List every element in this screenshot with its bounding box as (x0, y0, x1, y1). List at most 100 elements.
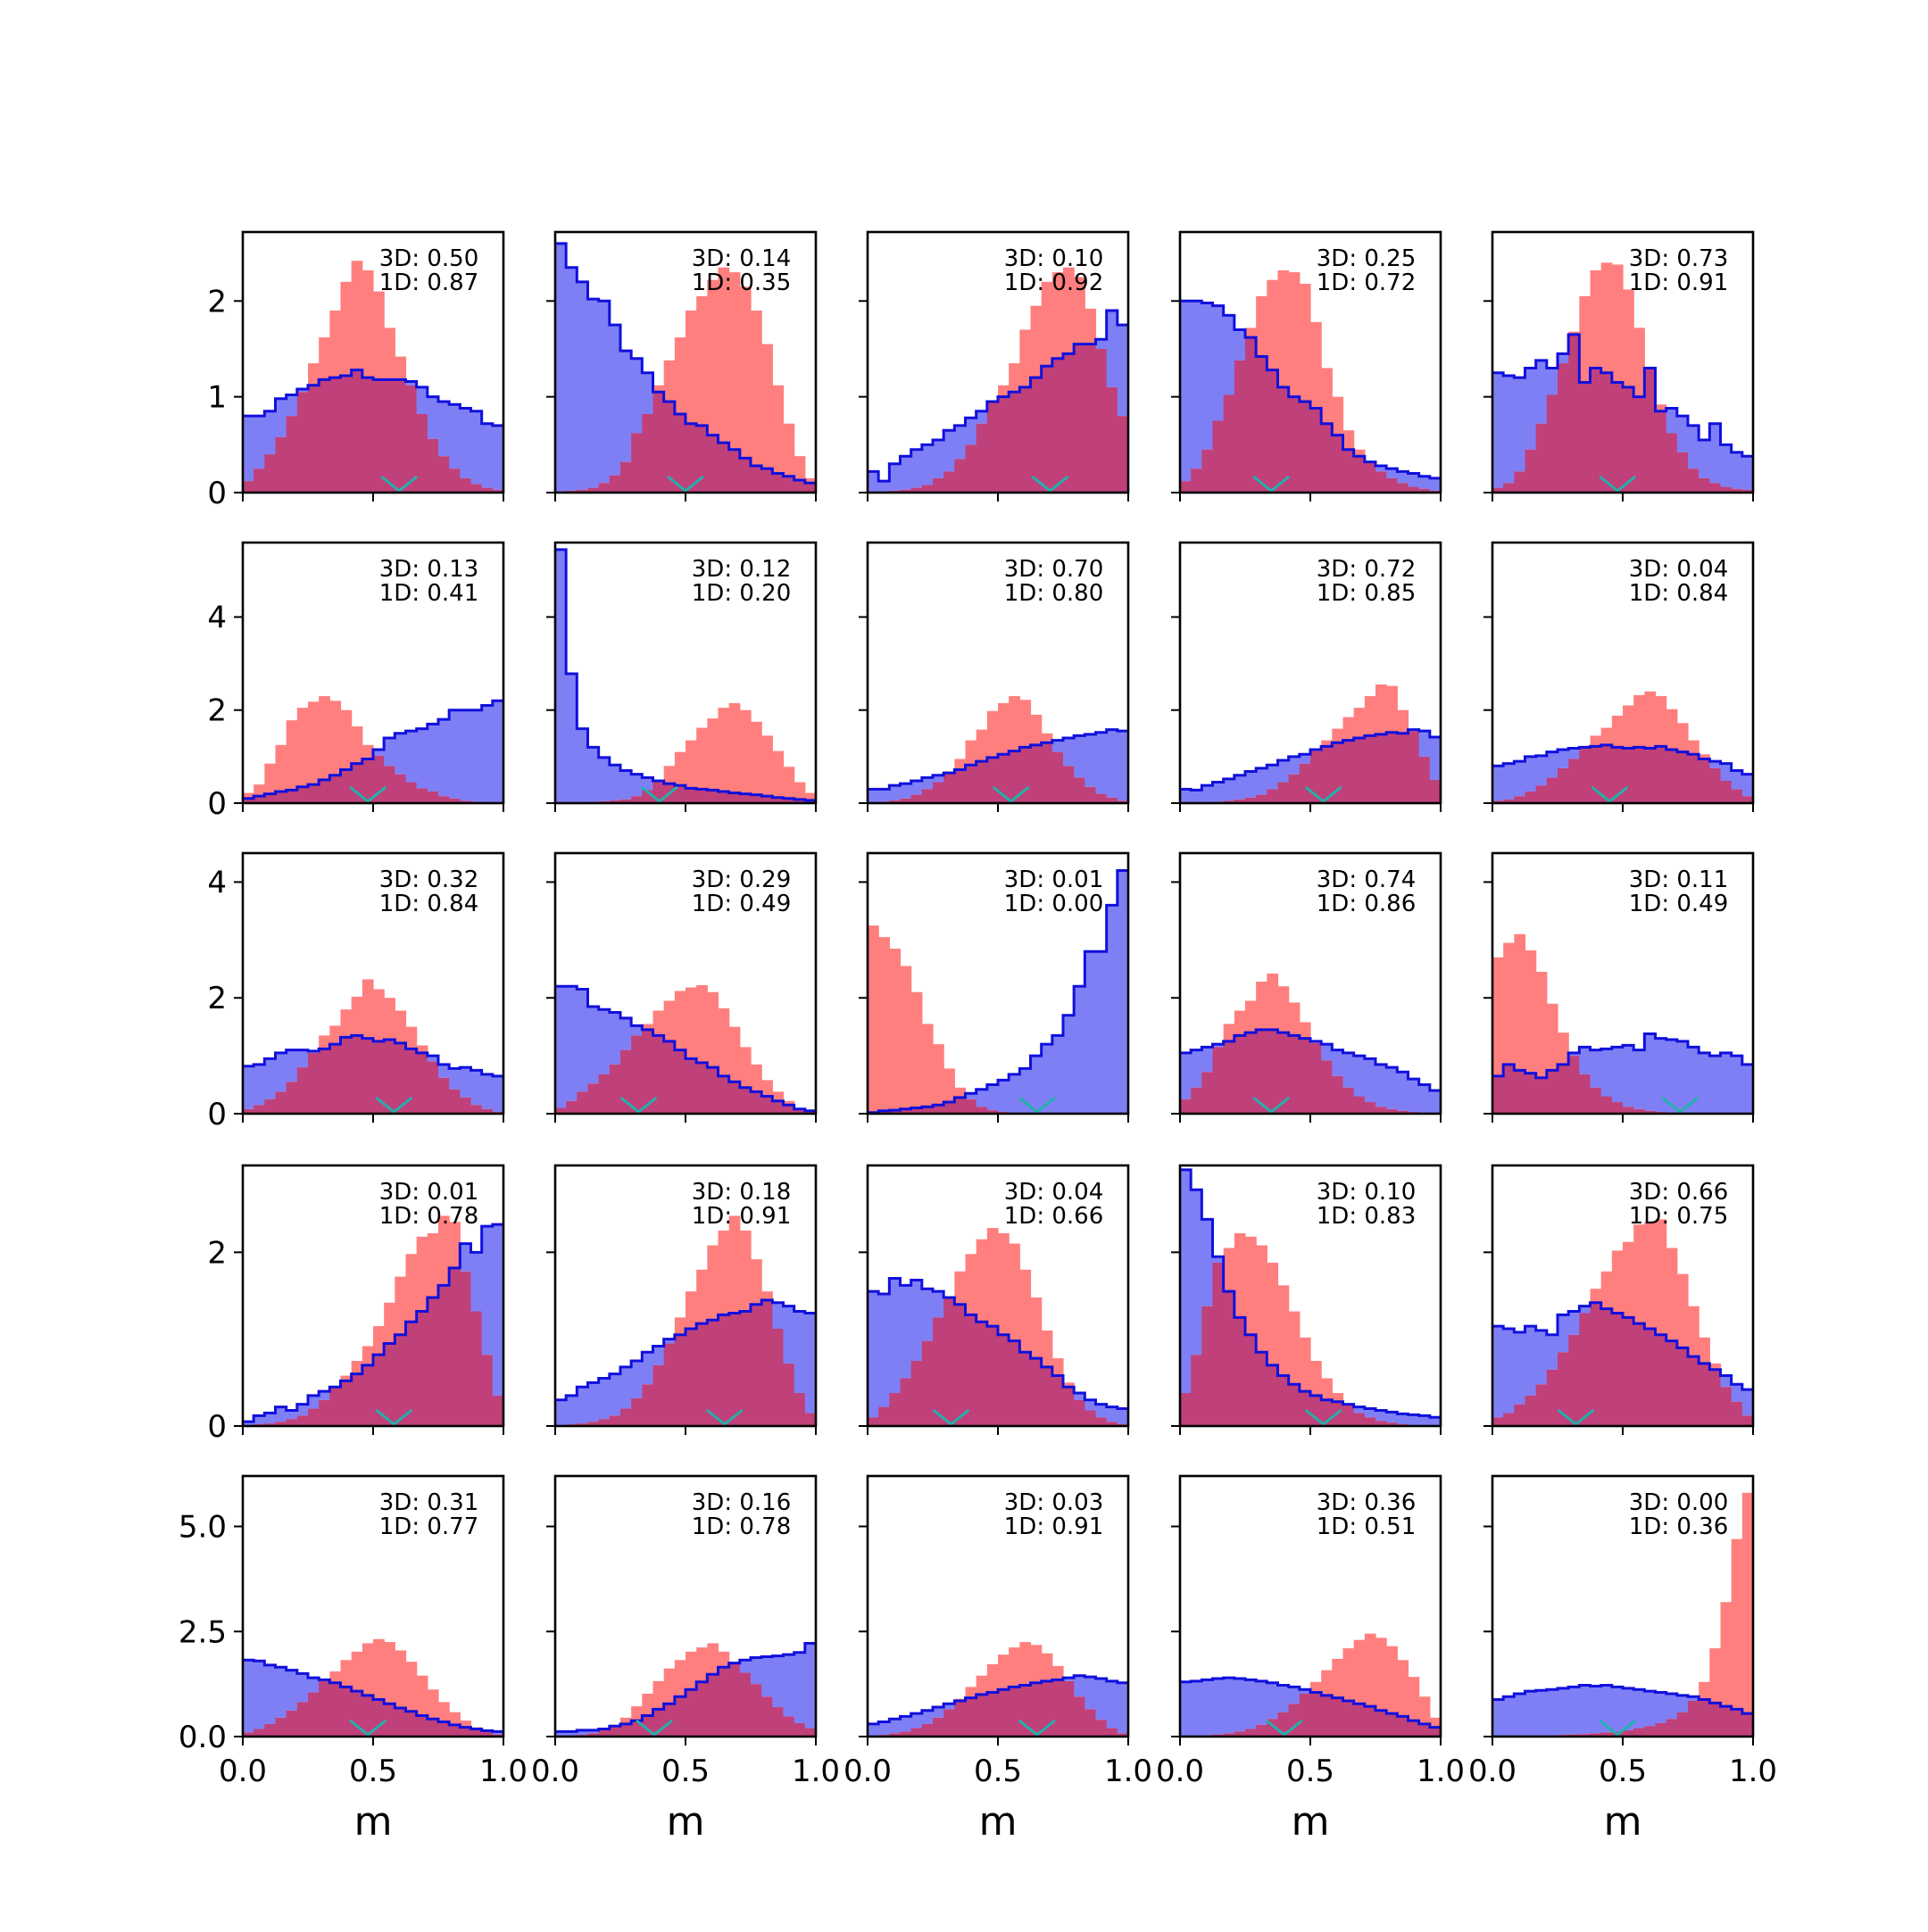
blue-bar (384, 738, 395, 766)
red-bar (1310, 1682, 1322, 1693)
overlap-bar (878, 1407, 890, 1426)
overlap-bar (675, 414, 686, 493)
red-bar (998, 1654, 1010, 1689)
blue-bar (1107, 730, 1118, 798)
x-tick-label: 0.5 (349, 1754, 397, 1789)
overlap-bar (1300, 1039, 1311, 1114)
overlap-bar (794, 1723, 806, 1737)
x-axis-label: m (667, 1799, 705, 1845)
overlap-bar (417, 788, 428, 803)
blue-bar (740, 1660, 752, 1672)
blue-bar (1558, 1688, 1569, 1735)
overlap-bar (329, 377, 341, 493)
overlap-bar (1709, 1370, 1721, 1426)
overlap-bar (1310, 1693, 1322, 1737)
blue-bar (1742, 1389, 1754, 1415)
overlap-bar (719, 1667, 730, 1737)
red-bar (1601, 262, 1613, 372)
overlap-bar (1666, 433, 1678, 493)
overlap-bar (1666, 750, 1678, 803)
red-bar (406, 1027, 418, 1049)
blue-bar (1514, 1694, 1525, 1737)
overlap-bar (1256, 795, 1267, 803)
overlap-bar (428, 1298, 439, 1426)
blue-bar (1430, 478, 1442, 491)
overlap-bar (610, 476, 621, 493)
overlap-bar (264, 794, 276, 803)
label-1d: 1D: 0.49 (692, 891, 791, 917)
overlap-bar (1666, 1719, 1678, 1737)
blue-bar (1031, 1056, 1043, 1113)
overlap-bar (1321, 1696, 1333, 1737)
overlap-bar (943, 471, 955, 493)
overlap-bar (1052, 1679, 1064, 1737)
blue-bar (1503, 764, 1515, 800)
overlap-bar (1503, 1413, 1515, 1426)
overlap-bar (1579, 1313, 1591, 1426)
blue-bar (889, 1719, 901, 1733)
red-bar (987, 711, 999, 758)
blue-bar (460, 710, 471, 801)
blue-bar (1612, 1687, 1624, 1731)
overlap-bar (1031, 1358, 1043, 1426)
blue-bar (276, 1053, 287, 1091)
red-bar (1375, 1638, 1387, 1710)
red-bar (287, 720, 298, 790)
overlap-bar (1096, 794, 1108, 803)
blue-bar (878, 1722, 890, 1736)
overlap-bar (460, 1098, 471, 1114)
overlap-bar (1492, 1417, 1504, 1426)
blue-bar (1213, 783, 1225, 802)
overlap-bar (664, 1704, 676, 1737)
blue-bar (1180, 1170, 1192, 1393)
red-bar (1699, 1682, 1710, 1700)
overlap-bar (1031, 1683, 1043, 1737)
overlap-bar (1688, 754, 1699, 803)
red-bar (751, 722, 762, 795)
blue-bar (555, 244, 567, 492)
blue-bar (1525, 1691, 1537, 1736)
overlap-bar (987, 1326, 999, 1426)
overlap-bar (1386, 478, 1398, 493)
blue-bar (901, 1716, 912, 1731)
red-bar (1666, 1248, 1678, 1340)
overlap-bar (1430, 780, 1442, 803)
red-bar (1354, 1640, 1366, 1704)
overlap-bar (966, 1314, 977, 1426)
overlap-bar (287, 416, 298, 493)
label-3d: 3D: 0.25 (1317, 245, 1416, 272)
blue-bar (911, 1280, 923, 1361)
overlap-bar (631, 1035, 643, 1114)
y-tick-label: 4 (207, 865, 227, 900)
red-bar (675, 752, 686, 786)
label-1d: 1D: 0.83 (1317, 1203, 1416, 1230)
blue-bar (1514, 761, 1525, 796)
blue-bar (1267, 765, 1278, 789)
overlap-bar (1623, 1317, 1634, 1426)
x-tick-label: 0.0 (844, 1754, 892, 1789)
overlap-bar (449, 468, 461, 493)
red-bar (686, 741, 697, 789)
red-bar (1430, 1718, 1442, 1728)
blue-bar (794, 1653, 806, 1723)
red-bar (438, 1702, 450, 1721)
blue-bar (482, 706, 494, 802)
overlap-bar (1107, 387, 1118, 493)
overlap-bar (362, 1365, 374, 1426)
red-bar (784, 424, 795, 477)
blue-bar (253, 1661, 265, 1729)
overlap-bar (987, 402, 999, 493)
overlap-bar (276, 437, 287, 493)
overlap-bar (1525, 792, 1537, 803)
overlap-bar (1191, 468, 1202, 493)
blue-bar (1096, 339, 1108, 349)
blue-bar (1107, 1681, 1118, 1729)
red-bar (889, 949, 901, 1110)
overlap-bar (384, 1344, 395, 1426)
overlap-bar (329, 1387, 341, 1426)
blue-bar (1721, 1053, 1733, 1114)
overlap-bar (1601, 1097, 1613, 1114)
overlap-bar (1732, 789, 1743, 803)
blue-bar (1666, 1694, 1678, 1719)
